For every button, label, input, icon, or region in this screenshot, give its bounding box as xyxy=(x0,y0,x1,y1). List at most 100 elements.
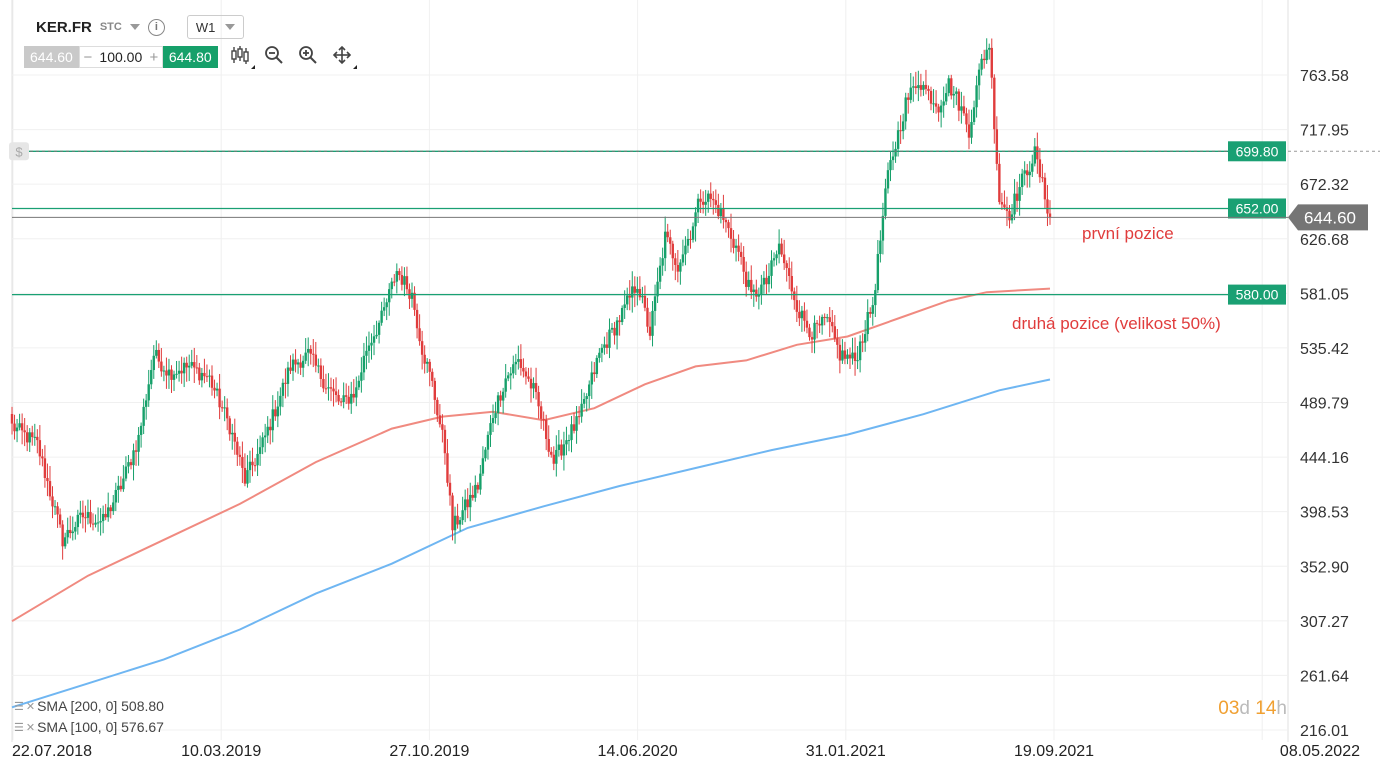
candle-down xyxy=(347,396,350,404)
candle-down xyxy=(671,243,674,259)
candle-up xyxy=(147,384,150,401)
candle-up xyxy=(777,243,781,255)
candle-down xyxy=(299,362,302,368)
candle-up xyxy=(620,307,624,323)
candle-up xyxy=(357,380,361,388)
candle-down xyxy=(109,507,112,512)
buy-button[interactable]: 644.80 xyxy=(162,46,218,68)
candle-down xyxy=(1046,199,1049,214)
level-price-tag[interactable] xyxy=(1228,141,1286,162)
candle-down xyxy=(836,338,839,345)
candle-down xyxy=(89,512,92,524)
sma200-legend-label: SMA [200, 0] 508.80 xyxy=(37,698,164,714)
increase-quantity-button[interactable]: + xyxy=(149,48,159,66)
zoom-in-icon[interactable] xyxy=(298,45,318,70)
candle-up xyxy=(388,289,391,303)
candle-up xyxy=(246,470,249,484)
candle-up xyxy=(304,352,307,361)
candle-up xyxy=(570,424,573,441)
sma100-legend[interactable]: ☰ ✕ SMA [100, 0] 576.67 xyxy=(14,719,164,735)
candle-down xyxy=(312,353,315,355)
candle-up xyxy=(610,327,614,330)
close-icon[interactable]: ✕ xyxy=(25,721,35,734)
level-price-tag[interactable] xyxy=(1228,284,1286,305)
quantity-stepper[interactable]: − 100.00 + xyxy=(78,46,163,68)
candle-down xyxy=(674,258,677,265)
candle-up xyxy=(661,258,664,266)
candle-down xyxy=(420,341,424,355)
candle-up xyxy=(988,47,991,50)
candle-down xyxy=(25,432,29,443)
menu-icon[interactable]: ☰ xyxy=(14,721,24,734)
candle-down xyxy=(788,268,791,277)
candle-up xyxy=(952,93,955,96)
quantity-input[interactable]: 100.00 xyxy=(99,49,143,65)
chart-type-candles-icon[interactable] xyxy=(230,45,255,70)
candle-up xyxy=(653,296,657,311)
candle-down xyxy=(1036,146,1039,160)
candle-up xyxy=(469,494,472,508)
candle-down xyxy=(344,395,348,397)
candle-up xyxy=(256,453,259,466)
candle-up xyxy=(494,413,497,419)
candle-down xyxy=(329,387,333,389)
level-handle-icon[interactable] xyxy=(9,142,29,161)
candle-down xyxy=(853,352,857,361)
chart-toolbar xyxy=(230,45,357,70)
candle-down xyxy=(869,311,872,314)
candle-up xyxy=(512,364,515,374)
candle-down xyxy=(861,341,864,343)
decrease-quantity-button[interactable]: − xyxy=(83,48,93,66)
candle-up xyxy=(863,334,867,343)
candle-down xyxy=(924,84,928,89)
candle-down xyxy=(253,465,257,467)
candle-down xyxy=(441,424,444,430)
current-price-tag xyxy=(1288,204,1368,231)
candle-up xyxy=(258,447,262,454)
candle-up xyxy=(760,284,763,295)
candle-down xyxy=(534,383,538,393)
close-icon[interactable]: ✕ xyxy=(25,700,35,713)
timeframe-select[interactable]: W1 xyxy=(186,15,245,39)
candle-down xyxy=(319,365,323,379)
candle-down xyxy=(689,238,692,240)
sma200-legend[interactable]: ☰ ✕ SMA [200, 0] 508.80 xyxy=(14,698,164,714)
symbol-name[interactable]: KER.FR xyxy=(36,18,92,36)
candle-down xyxy=(729,228,733,239)
candle-up xyxy=(266,426,269,436)
candle-up xyxy=(922,84,925,90)
candle-up xyxy=(562,444,566,456)
candle-down xyxy=(577,416,581,418)
candle-down xyxy=(413,292,416,310)
candle-down xyxy=(669,237,672,244)
y-axis-tick-label: 489.79 xyxy=(1300,396,1349,413)
candle-up xyxy=(377,322,381,335)
candle-down xyxy=(529,378,533,389)
candle-up xyxy=(985,49,988,61)
candle-down xyxy=(431,371,434,381)
pan-move-icon[interactable] xyxy=(332,45,357,70)
symbol-dropdown-chevron-icon[interactable] xyxy=(129,24,140,30)
candle-down xyxy=(274,409,277,417)
candle-up xyxy=(1023,170,1026,174)
zoom-out-icon[interactable] xyxy=(264,45,284,70)
countdown-days: 03 xyxy=(1218,698,1240,719)
y-axis-tick-label: 398.53 xyxy=(1300,505,1349,522)
candle-down xyxy=(782,254,786,264)
candle-down xyxy=(962,106,966,114)
menu-icon[interactable]: ☰ xyxy=(14,700,24,713)
candle-up xyxy=(155,349,158,356)
candle-down xyxy=(243,467,247,484)
level-price-tag[interactable] xyxy=(1228,198,1286,219)
candle-up xyxy=(679,262,682,272)
candle-down xyxy=(20,423,24,431)
candle-up xyxy=(142,406,145,426)
candle-down xyxy=(415,309,419,329)
sell-button[interactable]: 644.60 xyxy=(24,46,79,68)
info-icon[interactable]: i xyxy=(147,18,165,36)
candle-down xyxy=(519,359,523,368)
candle-down xyxy=(676,264,680,272)
candle-down xyxy=(236,441,239,455)
countdown-days-unit: d xyxy=(1239,698,1250,719)
